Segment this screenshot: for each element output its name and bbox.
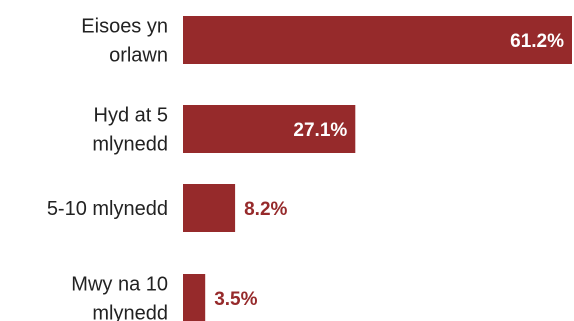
category-label: 5-10 mlynedd: [47, 198, 168, 220]
category-label-line: Mwy na 10: [71, 274, 168, 296]
category-label: Eisoes yn orlawn: [81, 16, 168, 67]
category-label: Mwy na 10 mlynedd: [71, 274, 168, 321]
bar-value-label: 3.5%: [214, 289, 257, 310]
labels-layer: 61.2% Eisoes yn orlawn 27.1% Hyd at 5 mlynedd…: [47, 16, 564, 321]
bars-layer: [183, 16, 572, 321]
bar-value-label: 27.1%: [293, 120, 347, 141]
bar-value-label: 8.2%: [244, 199, 287, 220]
category-label-line: 5-10 mlynedd: [47, 198, 168, 220]
category-label-line: orlawn: [109, 45, 168, 67]
category-label-line: mlynedd: [92, 303, 168, 321]
bar: [183, 274, 206, 321]
bar: [183, 184, 236, 232]
bar-value-label: 61.2%: [510, 31, 564, 52]
category-label: Hyd at 5 mlynedd: [92, 105, 168, 156]
bar: [183, 16, 572, 64]
bar: [183, 105, 356, 153]
category-label-line: Hyd at 5: [94, 105, 168, 127]
category-label-line: mlynedd: [92, 134, 168, 156]
category-label-line: Eisoes yn: [81, 16, 168, 38]
